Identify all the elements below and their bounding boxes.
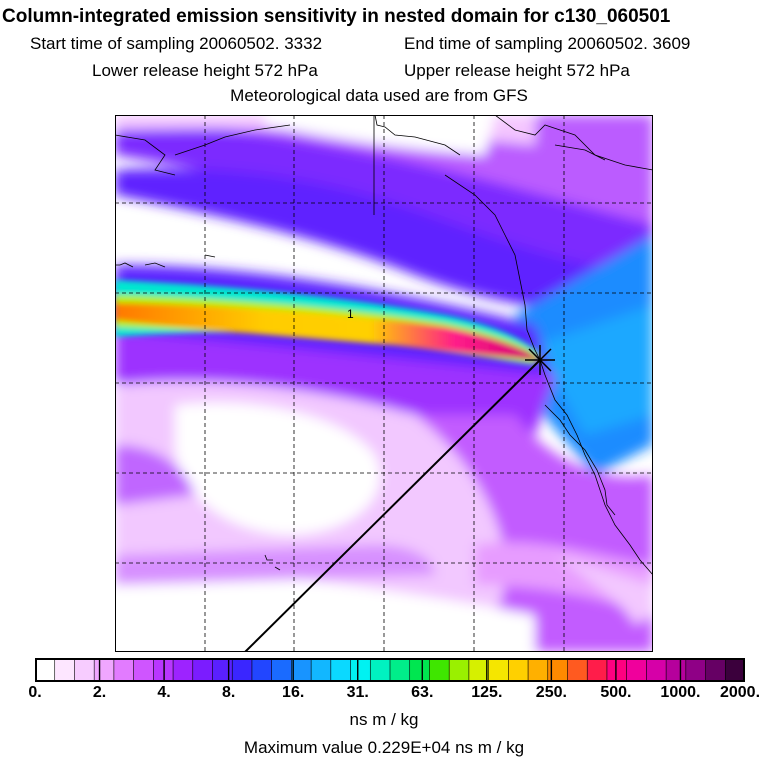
plume — [115, 280, 540, 365]
lower-release-text: Lower release height 572 hPa — [92, 61, 318, 80]
coastlines — [115, 115, 653, 576]
colorbar-tick-label: 8. — [221, 684, 236, 701]
upper-release-text: Upper release height 572 hPa — [404, 61, 630, 80]
colorbar-tick-label: 500. — [600, 684, 632, 701]
colorbar-tick-label: 1000. — [660, 684, 701, 701]
colorbar-cell — [330, 658, 352, 682]
colorbar-cell — [508, 658, 529, 682]
plume-label: 1 — [347, 307, 354, 321]
colorbar-tick-label: 2. — [92, 684, 107, 701]
colorbar-tick-label: 2000. — [719, 684, 761, 701]
colorbar-cell — [389, 658, 411, 682]
map-frame — [115, 115, 653, 652]
colorbar-tick-label: 31. — [346, 684, 369, 701]
colorbar-cell — [113, 658, 135, 682]
colorbar-cell — [586, 658, 608, 682]
colorbar-cell — [35, 658, 56, 682]
colorbar-cell — [567, 658, 588, 682]
colorbar-cell — [527, 658, 549, 682]
colorbar-cell — [429, 658, 450, 682]
met-data-text: Meteorological data used are from GFS — [230, 86, 528, 105]
start-sampling-text: Start time of sampling 20060502. 3332 — [30, 34, 323, 53]
colorbar-units: ns m / kg — [349, 710, 419, 729]
colorbar-cell — [192, 658, 214, 682]
colorbar-tick-label: 4. — [157, 684, 171, 701]
map-grid — [115, 115, 653, 652]
colorbar-tick-label: 125. — [471, 684, 503, 701]
end-sampling-text: End time of sampling 20060502. 3609 — [404, 34, 691, 53]
colorbar-cell — [685, 658, 707, 682]
colorbar-cell — [54, 658, 76, 682]
release-point-marker — [525, 345, 555, 375]
colorbar-tick-label: 250. — [535, 684, 567, 701]
colorbar-tick-label: 0. — [28, 684, 42, 701]
chart-title: Column-integrated emission sensitivity i… — [2, 6, 671, 27]
colorbar-cell — [606, 658, 628, 682]
colorbar-frame — [35, 658, 745, 682]
colorbar-cell — [350, 658, 371, 682]
colorbar-cell — [646, 658, 667, 682]
colorbar-cell — [133, 658, 154, 682]
colorbar-cell — [93, 658, 115, 682]
colorbar-cell — [291, 658, 312, 682]
flight-track-line — [244, 359, 541, 652]
maximum-value-text: Maximum value 0.229E+04 ns m / kg — [243, 738, 525, 757]
colorbar — [35, 658, 745, 682]
colorbar-cell — [705, 658, 726, 682]
colorbar-cell — [448, 658, 470, 682]
colorbar-cell — [468, 658, 490, 682]
colorbar-cell — [251, 658, 273, 682]
colorbar-cells — [35, 658, 745, 682]
sensitivity-map: 1 — [115, 115, 653, 652]
colorbar-cell — [74, 658, 95, 682]
colorbar-cell — [153, 658, 174, 682]
colorbar-tick-label: 63. — [411, 684, 434, 701]
colorbar-cell — [369, 658, 391, 682]
colorbar-cell — [665, 658, 687, 682]
colorbar-cell — [409, 658, 431, 682]
colorbar-cell — [172, 658, 194, 682]
colorbar-cell — [626, 658, 647, 682]
colorbar-cell — [212, 658, 233, 682]
colorbar-cell — [231, 658, 253, 682]
colorbar-tick-label: 16. — [282, 684, 305, 701]
colorbar-cell — [310, 658, 332, 682]
colorbar-cell — [488, 658, 509, 682]
colorbar-major-ticks — [35, 658, 745, 682]
colorbar-cell — [724, 658, 745, 682]
colorbar-cell — [271, 658, 292, 682]
